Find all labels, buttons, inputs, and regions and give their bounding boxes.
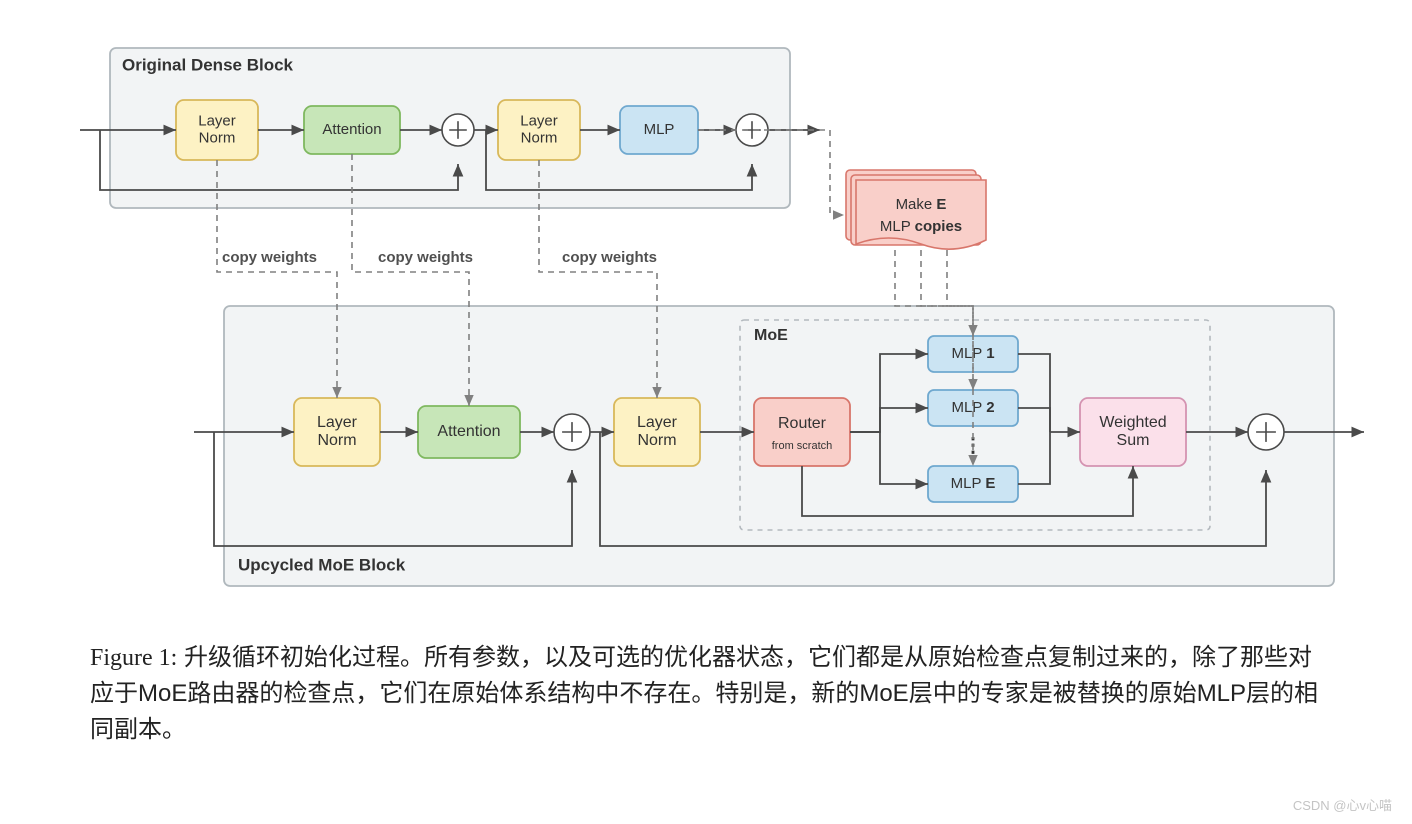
svg-text:Original Dense Block: Original Dense Block (122, 55, 294, 74)
svg-text:LayerNorm: LayerNorm (637, 414, 678, 449)
svg-text:copy weights: copy weights (222, 249, 317, 266)
svg-text:copy weights: copy weights (378, 249, 473, 266)
svg-text:copy weights: copy weights (562, 249, 657, 266)
svg-text:Make E: Make E (896, 196, 947, 213)
svg-text:LayerNorm: LayerNorm (317, 414, 358, 449)
svg-text:from scratch: from scratch (772, 440, 833, 452)
svg-text:MoE: MoE (754, 327, 788, 344)
svg-text:Attention: Attention (322, 121, 381, 138)
svg-text:Router: Router (778, 415, 827, 432)
svg-text:LayerNorm: LayerNorm (198, 112, 236, 146)
figure-caption: Figure 1: 升级循环初始化过程。所有参数，以及可选的优化器状态，它们都是… (90, 640, 1320, 748)
svg-text:Upcycled MoE Block: Upcycled MoE Block (238, 555, 406, 574)
caption-text: 升级循环初始化过程。所有参数，以及可选的优化器状态，它们都是从原始检查点复制过来… (90, 644, 1318, 743)
svg-text:MLP E: MLP E (951, 475, 996, 492)
svg-text:LayerNorm: LayerNorm (520, 112, 558, 146)
svg-text:Attention: Attention (437, 423, 500, 440)
svg-text:MLP copies: MLP copies (880, 218, 962, 235)
figure-label: Figure 1: (90, 645, 177, 671)
watermark: CSDN @心v心喵 (1293, 795, 1392, 814)
svg-text:MLP: MLP (644, 121, 675, 138)
